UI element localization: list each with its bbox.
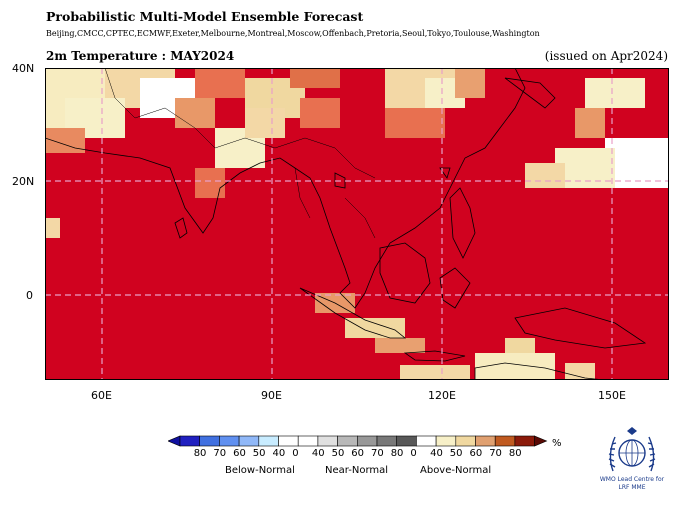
percent-unit: %	[552, 438, 562, 449]
colorbar-swatch	[219, 435, 240, 447]
colorbar	[168, 435, 548, 447]
colorbar-tick-label: 60	[233, 448, 246, 459]
colorbar-swatch	[337, 435, 358, 447]
gridlines	[45, 68, 669, 380]
colorbar-swatch	[297, 435, 319, 447]
colorbar-tick-label: 80	[508, 448, 522, 459]
colorbar-tick-label: 60	[351, 448, 365, 459]
colorbar-tick-label: 70	[371, 448, 384, 459]
colorbar-tick-label: 50	[449, 448, 463, 459]
issued-date: (issued on Apr2024)	[544, 49, 668, 63]
map-frame	[45, 68, 669, 380]
lat-label-40n: 40N	[12, 62, 35, 75]
colorbar-tick-label: 80	[390, 448, 404, 459]
colorbar-tick-label: 60	[469, 448, 483, 459]
land-probability-patches	[45, 68, 669, 238]
variable-label: 2m Temperature : MAY2024	[46, 49, 235, 63]
lon-label-90e: 90E	[261, 389, 282, 402]
colorbar-tick-label: 40	[311, 448, 325, 459]
country-borders	[104, 67, 376, 239]
colorbar-swatch	[238, 435, 260, 447]
lon-label-120e: 120E	[428, 389, 456, 402]
lat-label-0: 0	[26, 289, 33, 302]
coastlines	[44, 67, 647, 381]
colorbar-swatch	[278, 435, 299, 447]
colorbar-swatch	[475, 435, 496, 447]
colorbar-swatch	[179, 435, 201, 447]
colorbar-tick-label: 70	[213, 448, 227, 459]
lat-label-20n: 20N	[12, 175, 35, 188]
below-normal-label: Below-Normal	[225, 465, 295, 476]
colorbar-swatch	[317, 435, 338, 447]
colorbar-tick-label: 40	[430, 448, 443, 459]
colorbar-swatch	[258, 435, 279, 447]
map-title: Probabilistic Multi-Model Ensemble Forec…	[46, 9, 364, 24]
colorbar-extend-low	[168, 435, 181, 447]
colorbar-tick-label: 40	[272, 448, 286, 459]
contributing-centres: Beijing,CMCC,CPTEC,ECMWF,Exeter,Melbourn…	[46, 29, 540, 38]
wmo-logo-icon	[608, 427, 656, 472]
lon-label-150e: 150E	[598, 389, 626, 402]
colorbar-tick-label: 0	[410, 448, 417, 459]
near-normal-label: Near-Normal	[325, 465, 389, 476]
colorbar-swatch	[494, 435, 516, 447]
colorbar-tick-label: 70	[489, 448, 502, 459]
colorbar-swatch	[435, 435, 457, 447]
colorbar-tick-label: 0	[292, 448, 299, 459]
colorbar-extend-high	[534, 435, 548, 447]
colorbar-swatch	[416, 435, 437, 447]
lon-label-60e: 60E	[91, 389, 112, 402]
colorbar-swatch	[376, 435, 398, 447]
map-canvas	[44, 67, 669, 381]
colorbar-tick-label: 80	[193, 448, 207, 459]
colorbar-swatch	[514, 435, 535, 447]
colorbar-swatch	[455, 435, 476, 447]
colorbar-swatch	[199, 435, 220, 447]
wmo-logo-text: WMO Lead Centre for LRF MME	[599, 476, 665, 491]
colorbar-tick-label: 50	[252, 448, 266, 459]
colorbar-tick-label: 50	[331, 448, 345, 459]
forecast-map	[44, 67, 669, 381]
above-normal-label: Above-Normal	[420, 465, 492, 476]
colorbar-swatch	[396, 435, 417, 447]
colorbar-swatch	[357, 435, 378, 447]
